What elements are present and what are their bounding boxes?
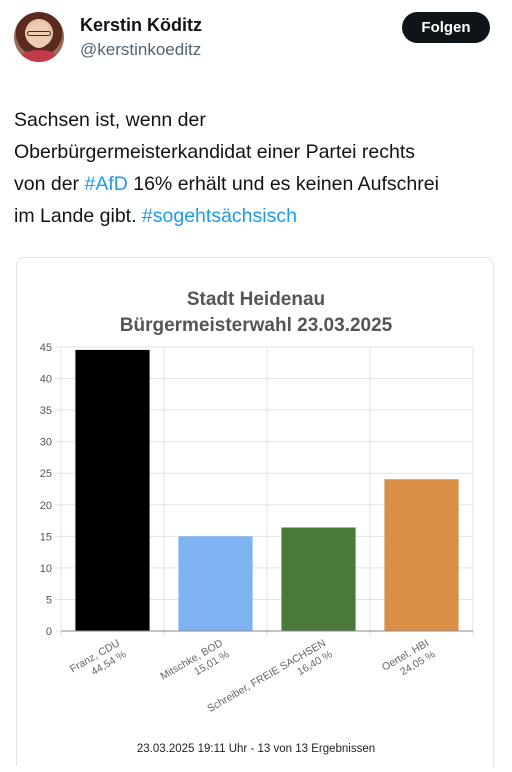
media-card[interactable]: Stadt Heidenau Bürgermeisterwahl 23.03.2… bbox=[16, 257, 494, 766]
hashtag-link-afd[interactable]: #AfD bbox=[84, 173, 128, 195]
chart-subtitle: Bürgermeisterwahl 23.03.2025 bbox=[120, 315, 393, 336]
y-tick-label: 30 bbox=[40, 437, 52, 449]
chart-title: Stadt Heidenau bbox=[187, 289, 325, 310]
y-tick-label: 15 bbox=[40, 531, 52, 543]
y-tick-label: 25 bbox=[40, 468, 52, 480]
bar bbox=[384, 479, 459, 631]
election-bar-chart: Stadt Heidenau Bürgermeisterwahl 23.03.2… bbox=[40, 289, 474, 755]
tweet-line: von der #AfD 16% erhält und es keinen Au… bbox=[14, 168, 502, 200]
tweet-line: Sachsen ist, wenn der bbox=[14, 109, 206, 131]
tweet-text-segment: von der bbox=[14, 173, 85, 195]
chart-bars bbox=[75, 349, 459, 631]
tweet-text-segment: im Lande gibt. bbox=[14, 205, 142, 227]
y-tick-label: 20 bbox=[40, 500, 52, 512]
y-tick-label: 35 bbox=[40, 405, 52, 417]
hashtag-link-sogehtsaechsisch[interactable]: #sogehtsächsisch bbox=[141, 205, 297, 227]
y-tick-label: 10 bbox=[40, 563, 52, 575]
follow-button[interactable]: Folgen bbox=[402, 12, 490, 43]
y-tick-label: 40 bbox=[40, 374, 52, 386]
avatar[interactable] bbox=[14, 12, 64, 62]
tweet-line: im Lande gibt. #sogehtsächsisch bbox=[14, 200, 502, 232]
avatar-glasses bbox=[27, 31, 51, 36]
user-handle[interactable]: @kerstinkoeditz bbox=[80, 40, 202, 59]
y-tick-label: 5 bbox=[46, 594, 52, 606]
chart-footer: 23.03.2025 19:11 Uhr - 13 von 13 Ergebni… bbox=[137, 743, 375, 755]
tweet-header: Kerstin Köditz @kerstinkoeditz Folgen bbox=[0, 0, 512, 80]
tweet-text: Sachsen ist, wenn der Oberbürgermeisterk… bbox=[14, 104, 502, 232]
bar bbox=[178, 536, 253, 631]
y-tick-label: 0 bbox=[46, 626, 52, 638]
avatar-shirt bbox=[18, 50, 60, 62]
y-tick-label: 45 bbox=[40, 342, 52, 354]
bar bbox=[75, 349, 150, 631]
user-name[interactable]: Kerstin Köditz bbox=[80, 15, 203, 35]
tweet-line: Oberbürgermeisterkandidat einer Partei r… bbox=[14, 141, 416, 163]
tweet-text-segment: 16% erhält und es keinen Aufschrei bbox=[127, 173, 439, 195]
bar bbox=[281, 527, 356, 631]
